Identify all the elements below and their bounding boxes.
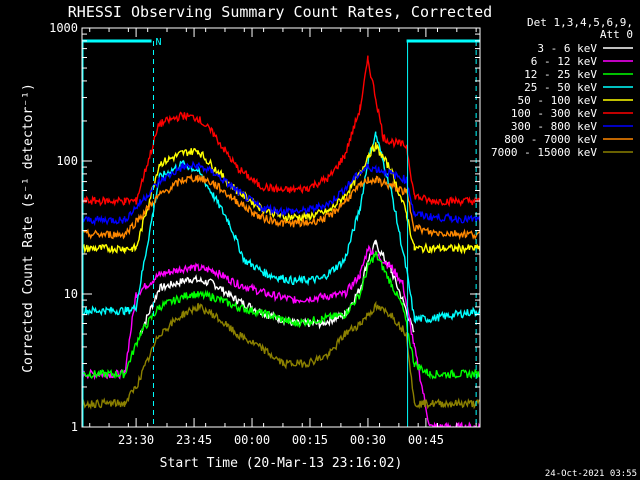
x-tick-label: 00:00 <box>234 433 270 447</box>
legend-item-label: 300 - 800 keV <box>511 120 597 133</box>
legend-item-label: 3 - 6 keV <box>537 42 597 55</box>
legend-item-label: 100 - 300 keV <box>511 107 597 120</box>
x-tick-label: 23:45 <box>176 433 212 447</box>
chart-title: RHESSI Observing Summary Count Rates, Co… <box>68 3 492 21</box>
x-tick-label: 00:45 <box>408 433 444 447</box>
y-tick-label: 1000 <box>49 21 78 35</box>
flag-label: N <box>156 37 162 48</box>
legend-item-label: 800 - 7000 keV <box>504 133 597 146</box>
y-tick-label: 10 <box>64 287 78 301</box>
x-tick-label: 23:30 <box>118 433 154 447</box>
legend-header-line-2: Att 0 <box>600 28 633 41</box>
series-line <box>82 251 480 380</box>
series-line <box>82 173 480 241</box>
y-axis-ticks: 1 10 100 1000 <box>49 21 480 434</box>
legend-item-label: 6 - 12 keV <box>531 55 598 68</box>
x-tick-label: 00:15 <box>292 433 328 447</box>
y-tick-label: 1 <box>71 420 78 434</box>
x-axis-label: Start Time (20-Mar-13 23:16:02) <box>160 456 403 471</box>
flags-group: N <box>82 37 480 427</box>
x-tick-label: 00:30 <box>350 433 386 447</box>
series-line <box>82 131 480 324</box>
series-line <box>82 244 480 427</box>
series-line <box>82 300 480 410</box>
legend-item-label: 7000 - 15000 keV <box>491 146 597 159</box>
timestamp: 24-Oct-2021 03:55 <box>545 469 637 479</box>
x-axis-ticks: 23:30 23:45 00:00 00:15 00:30 00:45 <box>89 28 477 447</box>
plot-frame <box>81 27 481 428</box>
series-line <box>82 160 480 227</box>
y-tick-label: 100 <box>56 154 78 168</box>
series-line <box>82 55 480 208</box>
series-group <box>82 55 480 427</box>
series-line <box>139 239 415 335</box>
y-axis-label: Corrected Count Rate (s⁻¹ detector⁻¹) <box>21 83 36 373</box>
legend-header-line-1: Det 1,3,4,5,6,9, <box>527 16 633 29</box>
legend-item-label: 25 - 50 keV <box>524 81 597 94</box>
legend-item-label: 12 - 25 keV <box>524 68 597 81</box>
legend-item-label: 50 - 100 keV <box>518 94 598 107</box>
